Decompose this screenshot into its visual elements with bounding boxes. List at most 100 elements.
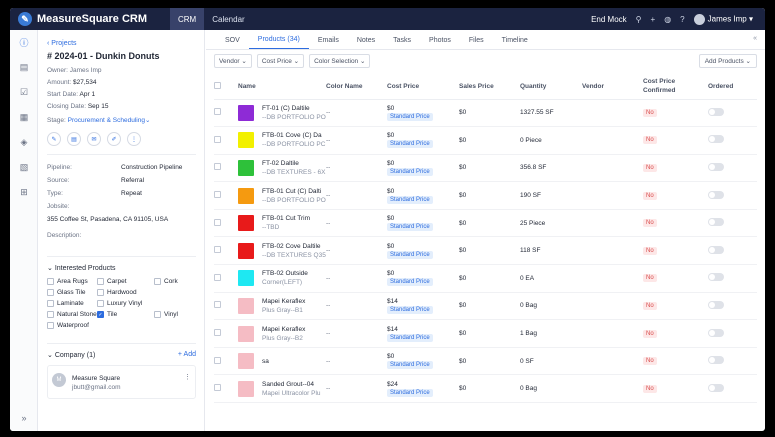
interested-checkbox[interactable]: Luxury Vinyl [97,300,154,307]
ordered-toggle[interactable] [708,383,724,392]
info-icon[interactable]: ⓘ [19,38,29,48]
sales-price-cell[interactable]: $0 [459,347,520,376]
more-icon[interactable]: ⋮ [184,374,191,381]
vendor-cell[interactable] [582,126,643,155]
reports-icon[interactable]: ▧ [19,162,29,172]
col-name[interactable]: Name [238,74,326,100]
quantity-cell[interactable]: 118 SF [520,236,582,266]
row-checkbox[interactable] [214,163,221,171]
add-company-button[interactable]: + Add [177,351,196,358]
interested-checkbox[interactable]: Hardwood [97,289,154,296]
sales-price-cell[interactable]: $0 [459,292,520,321]
cost-price-cell[interactable]: $0 Standard Price [387,209,459,238]
interested-checkbox[interactable]: Carpet [97,278,154,285]
vendor-cell[interactable] [582,154,643,183]
ordered-toggle[interactable] [708,300,724,309]
add-products-button[interactable]: Add Products ⌄ [698,54,757,68]
name-cell[interactable]: FTB-02 Cove Daltile --DB TEXTURES Q35 [238,236,326,266]
app-logo[interactable]: ✎ MeasureSquare CRM [10,12,170,26]
row-checkbox[interactable] [214,356,221,364]
email-icon[interactable]: ✉ [87,132,101,146]
tab-timeline[interactable]: Timeline [501,37,528,44]
ordered-toggle[interactable] [708,245,724,254]
col-cost-price-confirmed[interactable]: Cost Price Confirmed [643,74,708,100]
ordered-toggle[interactable] [708,162,724,171]
sales-price-cell[interactable]: $0 [459,374,520,404]
interested-checkbox[interactable]: Natural Stone [47,311,97,318]
edit-icon[interactable]: ✎ [47,132,61,146]
cost-price-cell[interactable]: $0 Standard Price [387,236,459,266]
table-row[interactable]: FTB-01 Cut Trim --TBD -- $0 Standard Price $0… [214,209,757,238]
quantity-cell[interactable]: 356.8 SF [520,154,582,183]
help-icon[interactable]: ? [680,14,685,24]
tab-sov[interactable]: SOV [225,37,240,44]
vendor-cell[interactable] [582,99,643,128]
sales-price-cell[interactable]: $0 [459,99,520,128]
interested-checkbox[interactable]: Area Rugs [47,278,97,285]
sales-price-cell[interactable]: $0 [459,126,520,155]
vendor-cell[interactable] [582,181,643,210]
ordered-toggle[interactable] [708,273,724,282]
user-menu[interactable]: James Imp ▾ [693,13,753,25]
interested-checkbox[interactable]: Glass Tile [47,289,97,296]
table-row[interactable]: FT-01 (C) Daltile --DB PORTFOLIO PO -- $0 St… [214,99,757,128]
ordered-toggle[interactable] [708,135,724,144]
plus-icon[interactable]: + [650,14,656,24]
name-cell[interactable]: FTB-01 Cove (C) Da --DB PORTFOLIO PC [238,126,326,155]
col-cost-price[interactable]: Cost Price [387,74,459,100]
quantity-cell[interactable]: 0 Bag [520,292,582,321]
tab-photos[interactable]: Photos [429,37,451,44]
name-cell[interactable]: FT-01 (C) Daltile --DB PORTFOLIO PO [238,99,326,128]
calendar-icon[interactable]: ▦ [19,112,29,122]
table-row[interactable]: FTB-02 Outside Corner(LEFT) -- $0 Standard P… [214,264,757,293]
cost-price-cell[interactable]: $14 Standard Price [387,319,459,348]
col-color-name[interactable]: Color Name [326,74,387,100]
tab-files[interactable]: Files [468,37,484,44]
table-row[interactable]: FTB-01 Cove (C) Da --DB PORTFOLIO PC -- $0 S… [214,126,757,155]
sales-price-cell[interactable]: $0 [459,181,520,210]
vendor-cell[interactable] [582,292,643,321]
interested-checkbox[interactable]: Waterproof [47,322,97,329]
cost-price-cell[interactable]: $14 Standard Price [387,292,459,321]
interested-checkbox[interactable]: Vinyl [154,311,194,318]
row-checkbox[interactable] [214,191,221,199]
name-cell[interactable]: FTB-01 Cut Trim --TBD [238,209,326,238]
end-mock-button[interactable]: End Mock [591,14,627,24]
col-ordered[interactable]: Ordered [708,74,757,100]
ordered-toggle[interactable] [708,356,724,365]
table-row[interactable]: Mapei Keraflex Plus Gray--B2 -- $14 Standard… [214,319,757,348]
row-checkbox[interactable] [214,108,221,116]
filter-cost-price-dropdown[interactable]: Cost Price ⌄ [256,54,305,68]
table-row[interactable]: Mapei Keraflex Plus Gray--B1 -- $14 Standard… [214,292,757,321]
collapse-icon[interactable]: « [753,35,757,42]
quantity-cell[interactable]: 1327.55 SF [520,99,582,128]
globe-icon[interactable]: ◍ [664,14,672,24]
sales-price-cell[interactable]: $0 [459,236,520,266]
name-cell[interactable]: Sanded Grout--04 Mapei Ultracolor Plu [238,374,326,404]
cost-price-cell[interactable]: $0 Standard Price [387,154,459,183]
filter-vendor-dropdown[interactable]: Vendor ⌄ [214,54,252,68]
row-checkbox[interactable] [214,273,221,281]
search-icon[interactable]: ⚲ [635,14,642,24]
quantity-cell[interactable]: 1 Bag [520,319,582,348]
name-cell[interactable]: sa [238,347,326,376]
row-checkbox[interactable] [214,384,221,392]
name-cell[interactable]: FT-02 Daltile --DB TEXTURES - 6X [238,154,326,183]
row-checkbox[interactable] [214,329,221,337]
interested-checkbox[interactable]: Cork [154,278,194,285]
vendor-cell[interactable] [582,236,643,266]
col-vendor[interactable]: Vendor [582,74,643,100]
row-checkbox[interactable] [214,246,221,254]
name-cell[interactable]: FTB-02 Outside Corner(LEFT) [238,264,326,293]
ordered-toggle[interactable] [708,218,724,227]
table-row[interactable]: FTB-02 Cove Daltile --DB TEXTURES Q35 -- $0… [214,236,757,266]
company-card[interactable]: M Measure Square jbutt@gmail.com ⋮ [47,365,196,399]
quantity-cell[interactable]: 190 SF [520,181,582,210]
cost-price-cell[interactable]: $0 Standard Price [387,99,459,128]
ordered-toggle[interactable] [708,328,724,337]
row-checkbox[interactable] [214,218,221,226]
quantity-cell[interactable]: 0 Piece [520,126,582,155]
quantity-cell[interactable]: 0 Bag [520,374,582,404]
name-cell[interactable]: Mapei Keraflex Plus Gray--B1 [238,292,326,321]
row-checkbox[interactable] [214,135,221,143]
